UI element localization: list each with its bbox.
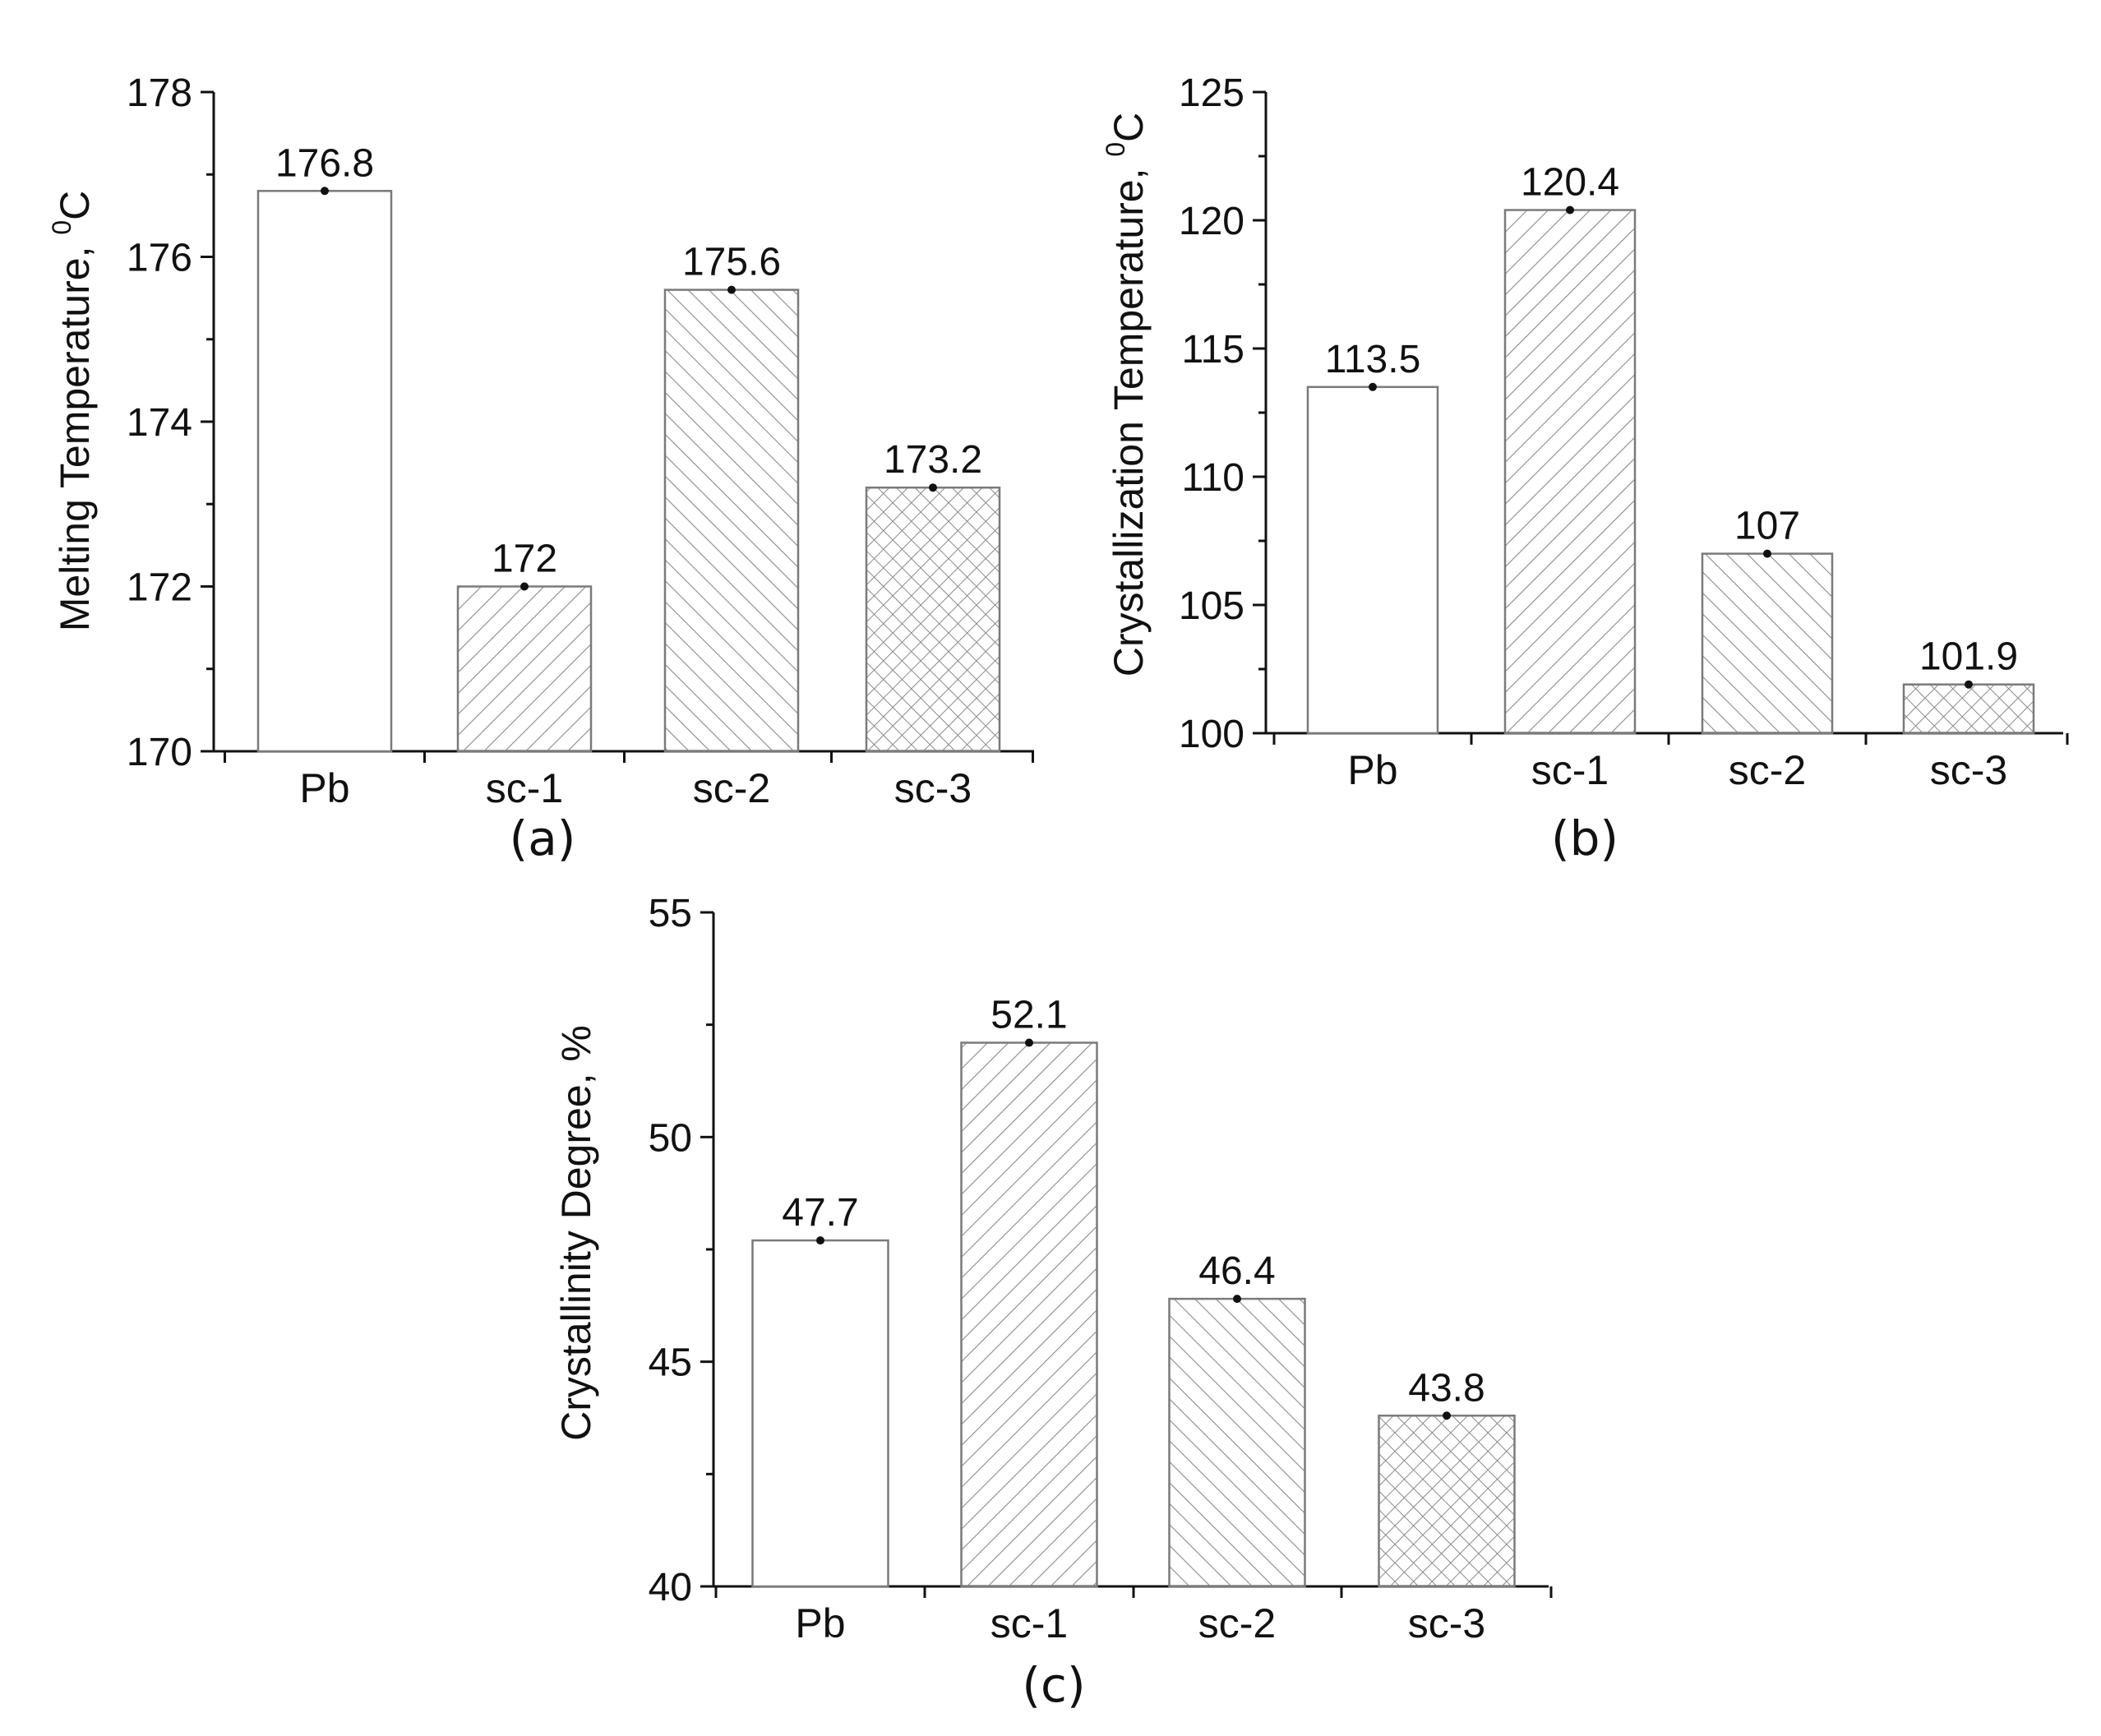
x-tick-label: sc-3 <box>894 765 972 811</box>
y-tick-label: 50 <box>649 1116 692 1160</box>
bar <box>865 486 1001 753</box>
y-tick-label: 176 <box>127 237 192 280</box>
bar <box>1168 1297 1306 1588</box>
x-tick-label: sc-2 <box>1198 1600 1276 1646</box>
panel-c-caption: (c) <box>1022 1657 1085 1713</box>
bar-value-label: 107 <box>1734 505 1800 548</box>
bar <box>1902 683 2035 735</box>
bar <box>960 1041 1098 1588</box>
bar-value-label: 176.8 <box>275 141 374 185</box>
bar-point-marker <box>1369 382 1377 391</box>
x-tick-label: sc-3 <box>1408 1600 1485 1646</box>
bar-point-marker <box>929 483 937 492</box>
bar-value-label: 113.5 <box>1325 338 1421 381</box>
panel-a-bars: 176.8 172 175.6 173.2 <box>256 141 1001 753</box>
y-tick-label: 178 <box>127 72 192 115</box>
panel-b-y-axis: 100 105 110 115 120 125 <box>1179 72 1268 756</box>
panel-a-x-axis: Pb sc-1 sc-2 sc-3 <box>214 750 1034 811</box>
x-tick-label: sc-1 <box>1531 747 1609 793</box>
panel-a-caption: (a) <box>510 810 576 866</box>
y-tick-label: 115 <box>1181 328 1244 372</box>
x-tick-label: Pb <box>1347 747 1397 793</box>
bar-value-label: 43.8 <box>1408 1366 1485 1410</box>
panel-c-bars: 47.7 52.1 46.4 43.8 <box>751 994 1516 1588</box>
panel-c-y-axis-label: Crystallinity Degree, % <box>553 1025 599 1441</box>
panel-c-y-axis: 40 45 50 55 <box>649 892 715 1609</box>
x-tick-label: sc-1 <box>990 1600 1068 1646</box>
x-tick-label: Pb <box>795 1600 845 1646</box>
y-tick-label: 174 <box>127 401 192 445</box>
bar <box>1378 1415 1516 1588</box>
panel-b-x-ticks: Pb sc-1 sc-2 sc-3 <box>1272 733 2069 793</box>
y-tick-label: 170 <box>127 731 192 774</box>
bar-value-label: 172 <box>492 538 557 581</box>
panel-a-y-axis-label: Melting Temperature, 0C <box>47 191 98 632</box>
panel-b-y-ticks: 100 105 110 115 120 125 <box>1179 72 1266 756</box>
y-tick-label: 172 <box>127 566 192 610</box>
y-tick-label: 105 <box>1179 584 1244 628</box>
y-tick-label: 45 <box>649 1341 692 1385</box>
panel-c: 40 45 50 55 Pb sc-1 sc-2 sc-3 47.7 52.1 46.4 43.8… <box>553 892 1553 1713</box>
panel-b-caption: (b) <box>1551 810 1618 866</box>
bar-point-marker <box>321 187 329 196</box>
bar <box>256 190 393 753</box>
bar-value-label: 101.9 <box>1919 635 2018 679</box>
bar-value-label: 47.7 <box>782 1191 858 1235</box>
bar <box>456 585 593 753</box>
panel-c-x-ticks: Pb sc-1 sc-2 sc-3 <box>714 1586 1553 1646</box>
panel-b-y-axis-label: Crystallization Temperature, 0C <box>1101 113 1152 677</box>
bar <box>663 289 800 753</box>
bar-point-marker <box>1566 205 1574 215</box>
bar-point-marker <box>816 1236 824 1245</box>
panel-b-x-axis: Pb sc-1 sc-2 sc-3 <box>1266 732 2069 793</box>
panel-c-x-axis: Pb sc-1 sc-2 sc-3 <box>713 1585 1553 1646</box>
bar-point-marker <box>520 582 529 591</box>
y-tick-label: 125 <box>1179 72 1244 115</box>
y-tick-label: 110 <box>1181 456 1244 500</box>
bar-value-label: 120.4 <box>1521 161 1619 205</box>
y-tick-label: 40 <box>649 1566 692 1609</box>
bar-point-marker <box>1763 549 1771 558</box>
y-tick-label: 120 <box>1179 200 1244 243</box>
panel-a-y-ticks: 170 172 174 176 178 <box>127 72 214 774</box>
x-tick-label: Pb <box>299 765 349 811</box>
bar-point-marker <box>1025 1038 1033 1047</box>
bar <box>1503 209 1637 735</box>
panel-c-y-ticks: 40 45 50 55 <box>649 892 713 1609</box>
y-tick-label: 100 <box>1179 713 1244 756</box>
bar-point-marker <box>727 285 736 294</box>
bar-point-marker <box>1965 680 1973 689</box>
bar <box>751 1239 889 1588</box>
bar-point-marker <box>1443 1411 1451 1420</box>
bar-point-marker <box>1233 1295 1241 1304</box>
x-tick-label: sc-2 <box>1729 747 1806 793</box>
bar-value-label: 46.4 <box>1198 1249 1275 1293</box>
y-tick-label: 55 <box>649 892 692 935</box>
x-tick-label: sc-2 <box>693 765 770 811</box>
bar-value-label: 173.2 <box>884 438 982 482</box>
x-tick-label: sc-3 <box>1930 747 2007 793</box>
x-tick-label: sc-1 <box>486 765 563 811</box>
bar <box>1306 386 1439 735</box>
panel-b-bars: 113.5 120.4 107 101.9 <box>1306 161 2035 735</box>
panel-a-x-ticks: Pb sc-1 sc-2 sc-3 <box>224 751 1034 811</box>
bar <box>1701 552 1834 735</box>
bar-value-label: 52.1 <box>990 994 1067 1037</box>
panel-a-y-axis: 170 172 174 176 178 <box>127 72 215 774</box>
bar-value-label: 175.6 <box>682 241 781 284</box>
